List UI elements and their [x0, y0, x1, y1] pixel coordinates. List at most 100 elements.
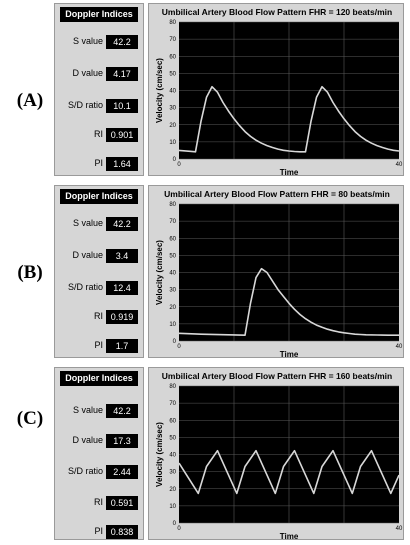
- d-value-metric: D value 17.3: [55, 434, 145, 448]
- metric-label: S value: [72, 36, 103, 46]
- y-tick-label: 70: [169, 219, 176, 225]
- y-tick-label: 0: [173, 521, 177, 527]
- y-tick-label: 60: [169, 418, 176, 424]
- metric-value: 1.64: [106, 157, 138, 171]
- panel-title: Doppler Indices: [60, 7, 138, 22]
- panel-title: Doppler Indices: [60, 371, 138, 386]
- doppler-indices-panel: Doppler Indices S value 42.2 D value 4.17 …: [54, 3, 144, 176]
- x-tick-label: 0: [177, 162, 181, 168]
- x-axis-title: Time: [280, 168, 299, 177]
- y-tick-label: 30: [169, 288, 176, 294]
- sd-ratio-metric: S/D ratio 10.1: [55, 99, 145, 113]
- chart-plot: 0 10 20 30 40 50 60 70 80 0 40 Time Velocity (cm/sec…: [155, 20, 403, 177]
- series-line: [178, 449, 400, 495]
- pi-metric: PI 1.64: [55, 157, 145, 171]
- y-tick-label: 50: [169, 71, 176, 77]
- series-line: [178, 85, 400, 153]
- doppler-indices-panel: Doppler Indices S value 42.2 D value 17.3 …: [54, 367, 144, 540]
- d-value-metric: D value 4.17: [55, 67, 145, 81]
- y-axis-title: Velocity (cm/sec): [155, 240, 164, 305]
- metric-value: 2.44: [106, 465, 138, 479]
- row-a: (A) Doppler Indices S value 42.2 D value 4…: [0, 0, 410, 180]
- y-tick-label: 60: [169, 54, 176, 60]
- metric-value: 17.3: [106, 434, 138, 448]
- y-axis-title: Velocity (cm/sec): [155, 422, 164, 487]
- metric-value: 10.1: [106, 99, 138, 113]
- ri-metric: RI 0.591: [55, 496, 145, 510]
- sd-ratio-metric: S/D ratio 2.44: [55, 465, 145, 479]
- metric-value: 1.7: [106, 339, 138, 353]
- y-tick-label: 10: [169, 504, 176, 510]
- y-tick-label: 60: [169, 236, 176, 242]
- metric-label: D value: [72, 68, 103, 78]
- metric-value: 3.4: [106, 249, 138, 263]
- x-tick-label: 40: [396, 162, 403, 168]
- metric-label: S/D ratio: [67, 466, 103, 476]
- metric-value: 42.2: [106, 35, 138, 49]
- chart-plot: 0 10 20 30 40 50 60 70 80 0 40 Time Velocity (cm/sec…: [155, 202, 403, 359]
- doppler-indices-panel: Doppler Indices S value 42.2 D value 3.4 S…: [54, 185, 144, 358]
- metric-value: 12.4: [106, 281, 138, 295]
- chart-title: Umbilical Artery Blood Flow Pattern FHR …: [164, 189, 390, 199]
- waveform-chart: Umbilical Artery Blood Flow Pattern FHR …: [148, 3, 404, 177]
- y-tick-label: 30: [169, 470, 176, 476]
- metric-label: PI: [94, 526, 103, 536]
- y-tick-label: 20: [169, 487, 176, 493]
- metric-value: 0.591: [106, 496, 138, 510]
- x-axis-title: Time: [280, 350, 299, 359]
- row-c: (C) Doppler Indices S value 42.2 D value 1…: [0, 364, 410, 544]
- metric-value: 42.2: [106, 404, 138, 418]
- x-axis-title: Time: [280, 532, 299, 541]
- y-tick-label: 80: [169, 384, 176, 390]
- metric-value: 4.17: [106, 67, 138, 81]
- pi-metric: PI 1.7: [55, 339, 145, 353]
- chart-plot: 0 10 20 30 40 50 60 70 80 0 40 Time Velocity (cm/sec…: [155, 384, 403, 541]
- metric-label: S value: [72, 218, 103, 228]
- y-tick-label: 70: [169, 37, 176, 43]
- panel-title: Doppler Indices: [60, 189, 138, 204]
- y-tick-label: 40: [169, 453, 176, 459]
- x-tick-label: 40: [396, 344, 403, 350]
- ri-metric: RI 0.919: [55, 310, 145, 324]
- row-label: (B): [17, 262, 43, 283]
- metric-value: 0.838: [106, 525, 138, 539]
- y-tick-label: 80: [169, 20, 176, 26]
- y-axis-title: Velocity (cm/sec): [155, 58, 164, 123]
- s-value-metric: S value 42.2: [55, 217, 145, 231]
- metric-label: D value: [72, 250, 103, 260]
- y-tick-label: 10: [169, 322, 176, 328]
- x-tick-label: 40: [396, 526, 403, 532]
- y-tick-label: 40: [169, 89, 176, 95]
- y-tick-label: 20: [169, 123, 176, 129]
- metric-label: S/D ratio: [67, 282, 103, 292]
- metric-value: 42.2: [106, 217, 138, 231]
- row-label: (C): [16, 408, 44, 429]
- chart-title: Umbilical Artery Blood Flow Pattern FHR …: [161, 371, 393, 381]
- sd-ratio-metric: S/D ratio 12.4: [55, 281, 145, 295]
- metric-label: RI: [94, 497, 103, 507]
- y-tick-label: 50: [169, 435, 176, 441]
- y-tick-label: 0: [173, 157, 177, 163]
- waveform-chart: Umbilical Artery Blood Flow Pattern FHR …: [148, 185, 404, 359]
- y-tick-label: 80: [169, 202, 176, 208]
- y-tick-label: 50: [169, 253, 176, 259]
- metric-label: RI: [94, 311, 103, 321]
- waveform-chart: Umbilical Artery Blood Flow Pattern FHR …: [148, 367, 404, 541]
- d-value-metric: D value 3.4: [55, 249, 145, 263]
- x-tick-label: 0: [177, 344, 181, 350]
- s-value-metric: S value 42.2: [55, 404, 145, 418]
- ri-metric: RI 0.901: [55, 128, 145, 142]
- series-line: [178, 267, 399, 336]
- row-b: (B) Doppler Indices S value 42.2 D value 3…: [0, 182, 410, 362]
- metric-label: PI: [94, 158, 103, 168]
- metric-label: RI: [94, 129, 103, 139]
- row-label: (A): [16, 90, 44, 111]
- metric-label: D value: [72, 435, 103, 445]
- y-tick-label: 10: [169, 140, 176, 146]
- metric-label: PI: [94, 340, 103, 350]
- y-tick-label: 70: [169, 401, 176, 407]
- metric-value: 0.919: [106, 310, 138, 324]
- pi-metric: PI 0.838: [55, 525, 145, 539]
- s-value-metric: S value 42.2: [55, 35, 145, 49]
- x-tick-label: 0: [177, 526, 181, 532]
